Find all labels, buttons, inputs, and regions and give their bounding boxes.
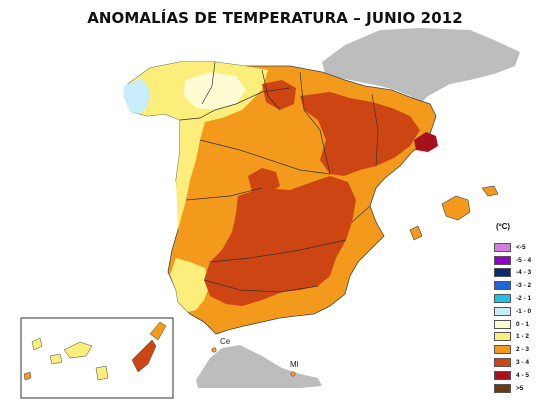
africa-land — [196, 345, 322, 388]
legend-item: -5 - 4 — [494, 254, 550, 267]
canary-islands — [23, 321, 167, 381]
balearic-ibiza — [409, 225, 423, 241]
legend-item: -3 - 2 — [494, 279, 550, 292]
balearic-mallorca — [441, 195, 471, 221]
legend-swatch — [494, 332, 511, 342]
legend-label: -4 - 3 — [516, 269, 532, 277]
melilla-marker — [290, 371, 296, 377]
balearic-menorca — [481, 185, 499, 197]
anomaly-zone-3-4-ebro — [300, 92, 420, 176]
legend-item: 1 - 2 — [494, 331, 550, 344]
anomaly-zone-0-1 — [184, 72, 246, 110]
legend-swatch — [494, 370, 511, 380]
legend-unit: (ºC) — [496, 222, 511, 231]
legend-swatch — [494, 268, 511, 278]
legend-item: 3 - 4 — [494, 356, 550, 369]
legend-item: -1 - 0 — [494, 305, 550, 318]
legend-swatch — [494, 255, 511, 265]
anomaly-zone-4-5 — [414, 132, 438, 152]
anomaly-zone-3-4-rioja — [262, 80, 296, 110]
legend-label: 3 - 4 — [516, 359, 530, 367]
legend-label: 2 - 3 — [516, 346, 530, 354]
legend-item: 4 - 5 — [494, 369, 550, 382]
region-borders — [179, 61, 379, 293]
legend-item: -4 - 3 — [494, 267, 550, 280]
legend-swatch — [494, 358, 511, 368]
legend-label: -5 - 4 — [516, 256, 532, 264]
france-land — [322, 28, 520, 104]
anomaly-zone-1-2-southwest — [170, 258, 210, 312]
legend-swatch — [494, 383, 511, 393]
legend-label: >5 — [516, 384, 524, 392]
legend-label: -3 - 2 — [516, 282, 532, 290]
melilla-label: Ml — [290, 360, 299, 369]
legend-rows: <-5 -5 - 4 -4 - 3 -3 - 2 -2 - 1 -1 - 0 0 - 1 1 … — [494, 241, 550, 395]
legend-label: 0 - 1 — [516, 320, 530, 328]
legend-item: 2 - 3 — [494, 343, 550, 356]
anomaly-zone-3-4-central — [204, 176, 356, 306]
legend-label: 4 - 5 — [516, 371, 530, 379]
legend-swatch — [494, 319, 511, 329]
legend-item: <-5 — [494, 241, 550, 254]
legend: (ºC) <-5 -5 - 4 -4 - 3 -3 - 2 -2 - 1 -1 - 0 0 … — [494, 222, 550, 395]
legend-swatch — [494, 281, 511, 291]
legend-swatch — [494, 242, 511, 252]
portugal-land — [136, 112, 180, 300]
legend-item: -2 - 1 — [494, 292, 550, 305]
map-title: ANOMALÍAS DE TEMPERATURA – JUNIO 2012 — [87, 9, 463, 27]
anomaly-zone-3-4-madrid — [248, 168, 280, 194]
ceuta-marker — [211, 347, 217, 353]
anomaly-zone-neg1-0 — [124, 78, 150, 114]
legend-swatch — [494, 294, 511, 304]
legend-label: <-5 — [516, 243, 526, 251]
legend-label: -2 - 1 — [516, 295, 532, 303]
legend-item: 0 - 1 — [494, 318, 550, 331]
legend-label: 1 - 2 — [516, 333, 530, 341]
ceuta-label: Ce — [220, 337, 231, 346]
legend-swatch — [494, 345, 511, 355]
legend-label: -1 - 0 — [516, 307, 532, 315]
legend-item: >5 — [494, 382, 550, 395]
legend-swatch — [494, 306, 511, 316]
